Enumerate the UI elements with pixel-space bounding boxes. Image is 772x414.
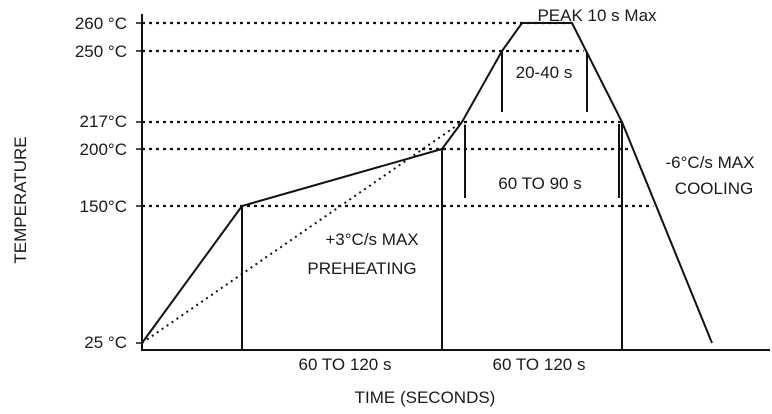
profile-line	[141, 22, 713, 344]
cooling-label-annotation: COOLING	[675, 179, 753, 198]
y-tick-label: 200°C	[80, 140, 127, 159]
cooling-rate-annotation: -6°C/s MAX	[666, 153, 755, 172]
time-20-40-annotation: 20-40 s	[516, 63, 573, 82]
interval-1-annotation: 60 TO 120 s	[299, 355, 392, 374]
y-tick-label: 217°C	[80, 112, 127, 131]
x-axis-title: TIME (SECONDS)	[355, 388, 496, 407]
preheat-label-annotation: PREHEATING	[307, 259, 416, 278]
y-axis-title: TEMPERATURE	[11, 136, 30, 263]
y-tick-label: 150°C	[80, 197, 127, 216]
peak-annotation: PEAK 10 s Max	[537, 6, 657, 25]
y-tick-label: 250 °C	[75, 42, 127, 61]
interval-2-annotation: 60 TO 120 s	[493, 355, 586, 374]
preheat-rate-annotation: +3°C/s MAX	[325, 230, 418, 249]
time-60-90-annotation: 60 TO 90 s	[498, 174, 581, 193]
y-tick-label: 25 °C	[84, 333, 127, 352]
y-tick-label: 260 °C	[75, 14, 127, 33]
